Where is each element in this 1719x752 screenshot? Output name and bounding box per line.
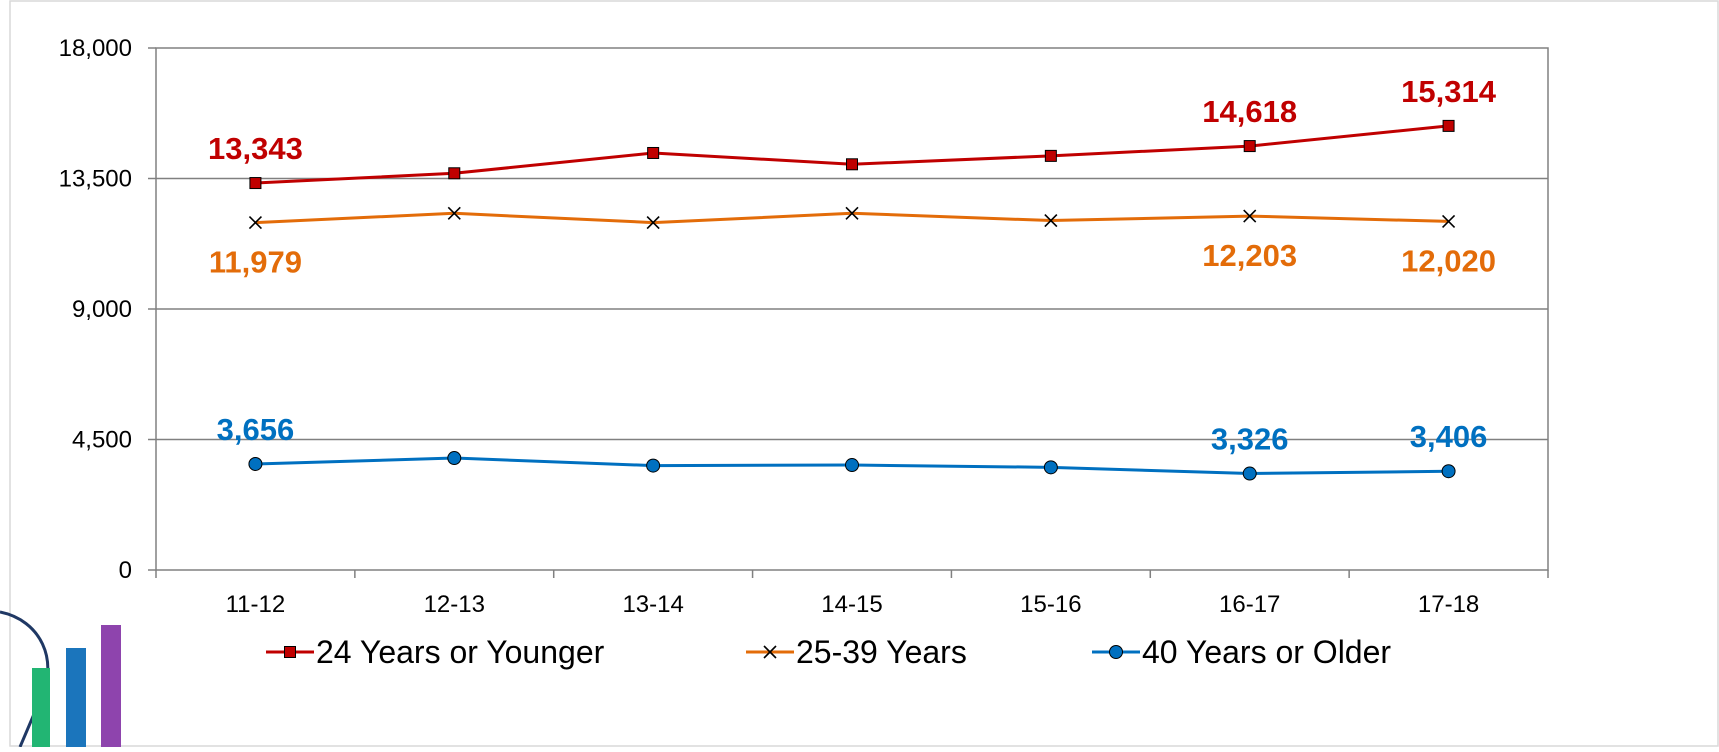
data-point [1044, 149, 1057, 162]
data-point [1243, 140, 1256, 153]
data-point [845, 206, 859, 220]
y-tick-label: 13,500 [59, 166, 132, 193]
data-label: 12,203 [1202, 238, 1297, 273]
axes: 0 4,500 9,000 13,500 18,000 11-12 12-13 13-14 14… [59, 35, 1549, 618]
x-tick-label: 16-17 [1219, 591, 1280, 618]
y-tick-label: 0 [119, 557, 132, 584]
legend-marker [763, 645, 777, 659]
x-tick-label: 13-14 [622, 591, 683, 618]
legend: 24 Years or Younger 25-39 Years 40 Years o… [266, 634, 1391, 670]
data-point [248, 456, 263, 471]
logo-bar [101, 625, 121, 747]
bar-chart-logo-icon [0, 610, 121, 748]
gridlines [156, 177, 1548, 441]
legend-label: 40 Years or Older [1142, 634, 1391, 670]
data-label: 3,656 [217, 412, 295, 447]
legend-marker [284, 646, 296, 658]
legend-entry: 24 Years or Younger [266, 634, 605, 670]
data-label: 3,406 [1410, 419, 1488, 454]
data-point [448, 167, 461, 180]
data-point [1442, 119, 1455, 132]
legend-label: 25-39 Years [796, 634, 967, 670]
data-label: 13,343 [208, 131, 303, 166]
legend-entry: 40 Years or Older [1092, 634, 1391, 670]
data-point [447, 451, 462, 466]
data-point [1043, 460, 1058, 475]
chart-border [9, 0, 1719, 747]
data-point [248, 216, 262, 230]
data-point [447, 206, 461, 220]
data-label: 12,020 [1401, 243, 1496, 278]
y-tick-label: 18,000 [59, 35, 132, 62]
data-point [1243, 209, 1257, 223]
x-tick-label: 12-13 [424, 591, 485, 618]
legend-marker [1109, 645, 1123, 659]
logo-bar [66, 648, 86, 747]
data-point [1441, 464, 1456, 479]
series [248, 119, 1456, 481]
x-tick-label: 15-16 [1020, 591, 1081, 618]
y-tick-label: 9,000 [72, 296, 132, 323]
data-point [647, 146, 660, 159]
data-label: 11,979 [209, 245, 302, 280]
data-label: 14,618 [1202, 94, 1297, 129]
x-tick-label: 11-12 [226, 591, 286, 618]
logo-bar [32, 668, 50, 747]
data-point [1242, 466, 1257, 481]
data-label: 15,314 [1401, 74, 1497, 109]
data-labels: 13,343 14,618 15,314 11,979 12,203 12,020 3,65… [208, 74, 1497, 457]
y-tick-label: 4,500 [72, 427, 132, 454]
series-line [255, 124, 1449, 185]
x-tick-label: 17-18 [1418, 591, 1479, 618]
x-tick-label: 14-15 [821, 591, 882, 618]
data-point [845, 458, 859, 473]
legend-label: 24 Years or Younger [316, 634, 605, 670]
data-point [846, 158, 858, 171]
legend-entry: 25-39 Years [746, 634, 967, 670]
data-label: 3,326 [1211, 422, 1289, 457]
data-point [646, 216, 660, 230]
data-point [249, 177, 262, 190]
data-point [646, 458, 661, 473]
series-line [255, 211, 1449, 225]
data-point [1442, 214, 1456, 228]
data-point [1044, 213, 1058, 228]
